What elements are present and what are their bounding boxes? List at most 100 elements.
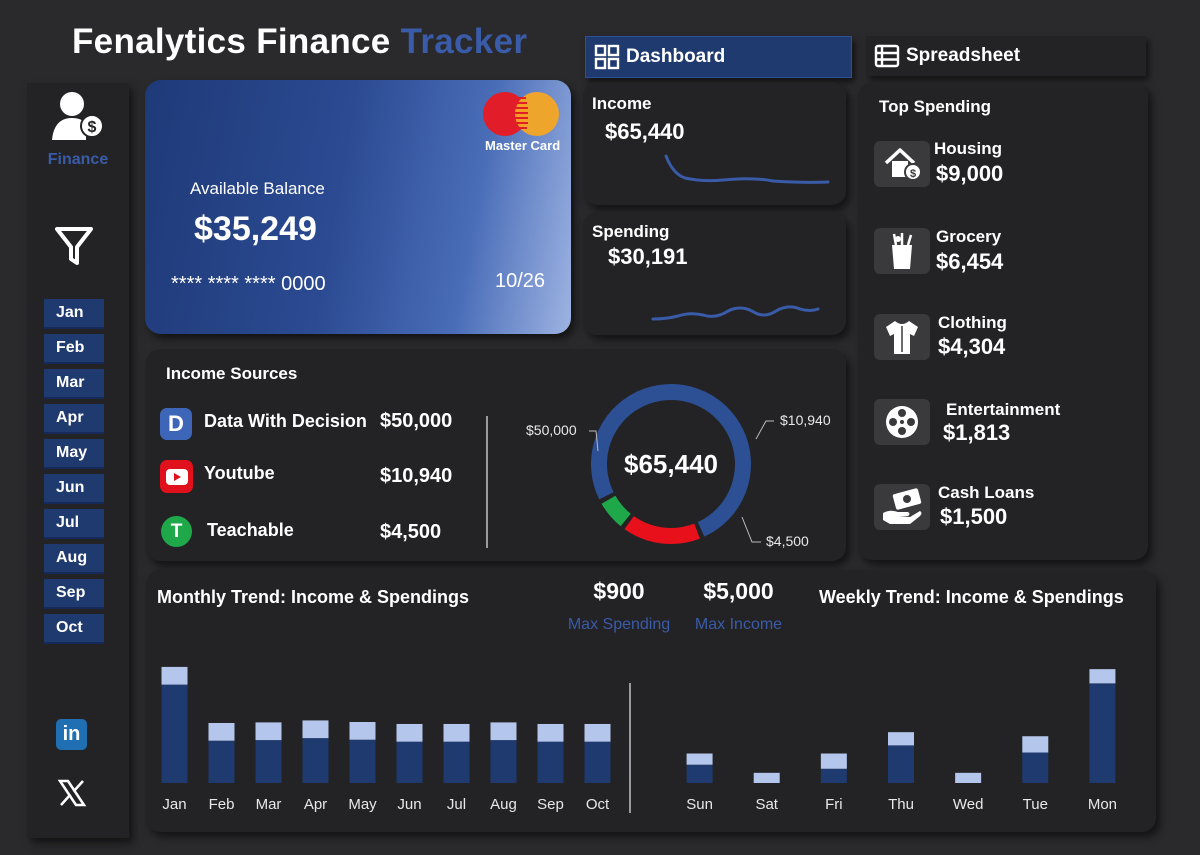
title-main: Fenalytics Finance: [72, 22, 391, 61]
spending-value: $30,191: [608, 244, 688, 269]
monthly-tick-may: May: [348, 796, 377, 813]
donut-slice-data-with-decision: [591, 384, 751, 537]
grocery-icon: [874, 228, 930, 274]
finance-user-icon: $: [52, 92, 104, 140]
weekly-bar-income-tue: [1022, 752, 1049, 783]
month-button-jun[interactable]: Jun: [44, 474, 104, 504]
trend-divider: [629, 683, 631, 813]
balance-label: Available Balance: [190, 179, 325, 198]
income-sparkline: [664, 154, 830, 184]
weekly-tick-thu: Thu: [888, 796, 914, 813]
trends-panel: Monthly Trend: Income & Spendings Weekly…: [146, 570, 1156, 832]
filter-icon[interactable]: [55, 226, 93, 266]
monthly-tick-mar: Mar: [256, 796, 282, 813]
month-button-jul[interactable]: Jul: [44, 509, 104, 539]
grocery-value: $6,454: [936, 249, 1004, 274]
source-name-data-with-decision: Data With Decision: [204, 411, 367, 431]
monthly-bar-income-may: [349, 739, 376, 783]
weekly-trend-chart: Sun Sat Fri Thu Wed Tue Mon: [686, 669, 1117, 813]
monthly-bar-spending-aug: [490, 722, 517, 741]
weekly-tick-sat: Sat: [755, 796, 778, 813]
clothing-name: Clothing: [938, 313, 1007, 332]
month-button-feb[interactable]: Feb: [44, 334, 104, 364]
donut-slice-teachable: [601, 495, 631, 527]
cash-loans-value: $1,500: [940, 504, 1008, 529]
monthly-bar-income-jun: [396, 741, 423, 783]
weekly-tick-sun: Sun: [686, 796, 713, 813]
divider: [486, 416, 488, 548]
monthly-tick-jan: Jan: [162, 796, 186, 813]
top-spending-title: Top Spending: [879, 97, 992, 116]
income-label: Income: [592, 94, 652, 113]
source-name-youtube: Youtube: [204, 463, 275, 483]
month-button-mar[interactable]: Mar: [44, 369, 104, 399]
month-button-oct[interactable]: Oct: [44, 614, 104, 644]
monthly-bar-income-jul: [443, 741, 470, 783]
spreadsheet-tab-label: Spreadsheet: [906, 45, 1021, 66]
x-twitter-icon[interactable]: [57, 778, 87, 808]
donut-label-2: $4,500: [766, 533, 809, 549]
monthly-bar-spending-feb: [208, 722, 235, 741]
month-button-apr[interactable]: Apr: [44, 404, 104, 434]
monthly-tick-jun: Jun: [397, 796, 421, 813]
donut-label-1: $10,940: [780, 412, 831, 428]
monthly-bar-spending-mar: [255, 722, 282, 741]
weekly-tick-tue: Tue: [1023, 796, 1048, 813]
clothing-icon: [874, 314, 930, 360]
monthly-bar-income-mar: [255, 740, 282, 783]
weekly-bar-income-fri: [820, 768, 847, 783]
month-button-may[interactable]: May: [44, 439, 104, 469]
linkedin-icon[interactable]: in: [56, 719, 87, 750]
weekly-bar-income-thu: [888, 745, 914, 783]
clothing-value: $4,304: [938, 334, 1006, 359]
weekly-tick-fri: Fri: [825, 796, 843, 813]
card-expiry: 10/26: [495, 270, 546, 292]
cash-loans-name: Cash Loans: [938, 483, 1035, 502]
balance-value: $35,249: [194, 210, 317, 248]
spending-sparkline: [651, 305, 820, 321]
max-spending-label: Max Spending: [567, 616, 671, 633]
top-spending-panel: Top Spending $ Housing $9,000 Grocery $6…: [858, 82, 1148, 560]
monthly-trend-chart: Jan Feb Mar Apr May Jun Jul Aug Sep Oct: [161, 666, 611, 813]
title-accent: Tracker: [400, 22, 528, 61]
weekly-bar-spending-sat: [753, 772, 780, 783]
youtube-icon: [160, 460, 193, 493]
mastercard-logo-icon: [483, 92, 559, 136]
housing-value: $9,000: [936, 161, 1004, 186]
monthly-bar-spending-may: [349, 722, 376, 740]
month-button-jan[interactable]: Jan: [44, 299, 104, 329]
cash-loans-icon: [874, 484, 930, 530]
spreadsheet-tab[interactable]: Spreadsheet: [866, 36, 1146, 76]
monthly-bar-income-sep: [537, 741, 564, 783]
weekly-bar-income-sun: [686, 764, 713, 783]
entertainment-name: Entertainment: [946, 400, 1061, 419]
dashboard-tab[interactable]: Dashboard: [585, 36, 852, 78]
monthly-bar-spending-sep: [537, 723, 564, 742]
monthly-bar-spending-oct: [584, 723, 611, 742]
source-value-data-with-decision: $50,000: [380, 410, 453, 432]
dashboard-tab-label: Dashboard: [626, 46, 726, 67]
credit-card: Master Card Available Balance $35,249 **…: [145, 80, 571, 334]
source-value-youtube: $10,940: [380, 465, 453, 487]
monthly-tick-aug: Aug: [490, 796, 517, 813]
month-button-sep[interactable]: Sep: [44, 579, 104, 609]
donut-total: $65,440: [624, 449, 718, 479]
housing-icon: $: [874, 141, 930, 187]
monthly-bar-income-oct: [584, 741, 611, 783]
weekly-tick-wed: Wed: [953, 796, 984, 813]
spending-panel: Spending $30,191: [583, 212, 846, 335]
monthly-tick-jul: Jul: [447, 796, 466, 813]
monthly-bar-spending-apr: [302, 720, 329, 739]
income-value: $65,440: [605, 119, 685, 144]
weekly-bar-spending-mon: [1089, 669, 1116, 684]
month-button-aug[interactable]: Aug: [44, 544, 104, 574]
card-brand: Master Card: [485, 138, 561, 153]
entertainment-film-icon: [874, 399, 930, 445]
income-sources-title: Income Sources: [166, 364, 298, 383]
donut-slice-youtube: [624, 515, 700, 544]
monthly-bar-income-apr: [302, 738, 329, 783]
finance-label: Finance: [47, 151, 109, 168]
monthly-bar-income-feb: [208, 740, 235, 783]
monthly-bar-spending-jan: [161, 666, 188, 685]
income-sources-panel: Income Sources D Data With Decision $50,…: [146, 349, 846, 561]
